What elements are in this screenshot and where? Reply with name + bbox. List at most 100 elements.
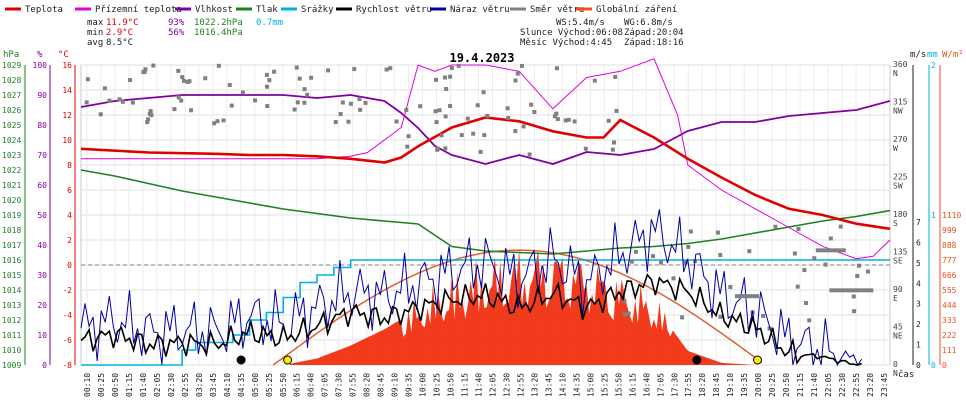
direction-tick-label: E	[893, 294, 898, 303]
wind-direction-point	[515, 71, 520, 76]
wind-direction-point	[554, 66, 559, 71]
pressure-tick-label: 1024	[2, 136, 21, 145]
pressure-tick-label: 1010	[2, 346, 21, 355]
temperature-tick-label: 2	[67, 236, 72, 245]
wind-direction-point	[326, 68, 331, 73]
unit-ms: m/s	[910, 50, 926, 60]
wind-direction-point	[521, 124, 526, 129]
wind-tick-label: 4	[916, 279, 921, 288]
time-tick-label: 14:10	[558, 373, 567, 397]
time-tick-label: 04:10	[223, 373, 232, 397]
wind-speed-line	[80, 273, 862, 366]
time-tick-label: 19:35	[740, 373, 749, 397]
time-tick-label: 11:15	[461, 373, 470, 397]
stat-ws: WS:5.4m/s	[556, 18, 605, 28]
direction-tick-label: 315	[893, 98, 908, 107]
wind-direction-point	[176, 95, 181, 100]
wind-direction-point	[718, 252, 723, 257]
pressure-tick-label: 1022	[2, 166, 21, 175]
wind-direction-point	[747, 249, 752, 254]
wind-direction-point	[418, 104, 423, 109]
time-tick-label: 02:30	[167, 373, 176, 397]
time-tick-label: 12:55	[516, 373, 525, 397]
wind-direction-point	[346, 119, 351, 124]
wind-direction-point	[767, 326, 772, 331]
time-tick-label: 03:45	[209, 373, 218, 397]
pressure-tick-label: 1026	[2, 106, 21, 115]
time-tick-label: 13:45	[544, 373, 553, 397]
wind-direction-point	[297, 76, 302, 81]
wind-direction-point	[302, 87, 307, 92]
wind-direction-point	[443, 114, 448, 119]
stat-sun: Slunce Východ:06:08	[520, 28, 623, 38]
wind-direction-point	[442, 75, 447, 80]
rain-tick-label: 0	[931, 361, 936, 370]
legend: Teplota Přízemní teplota Vlhkost Tlak Srážky…	[5, 5, 677, 15]
time-tick-label: 22:05	[824, 373, 833, 397]
wind-direction-point	[358, 107, 363, 112]
wind-direction-point	[614, 108, 619, 113]
pressure-tick-label: 1021	[2, 181, 21, 190]
stat-min-temp: 2.9°C	[106, 28, 133, 38]
wind-direction-point	[449, 66, 454, 71]
direction-tick-label: S	[893, 219, 898, 228]
humidity-tick-label: 40	[37, 241, 47, 250]
time-tick-label: 16:40	[642, 373, 651, 397]
wind-direction-point	[659, 260, 664, 265]
direction-tick-label: 0	[893, 360, 898, 369]
wind-direction-point	[352, 67, 357, 72]
wind-direction-point	[626, 311, 631, 316]
time-tick-label: 23:20	[866, 373, 875, 397]
pressure-tick-label: 1015	[2, 271, 21, 280]
moonrise-marker	[236, 355, 246, 365]
wind-direction-point	[98, 112, 103, 117]
time-tick-label: 21:40	[810, 373, 819, 397]
stat-max-temp: 11.9°C	[106, 18, 139, 28]
wind-direction-point	[240, 90, 245, 95]
wind-direction-point	[141, 69, 146, 74]
wind-direction-point	[555, 117, 560, 122]
wind-direction-point	[340, 100, 345, 105]
direction-tick-label: 225	[893, 173, 908, 182]
wind-direction-point	[102, 86, 107, 91]
wind-direction-point	[348, 101, 353, 106]
pressure-tick-label: 1028	[2, 76, 21, 85]
wind-direction-point	[117, 97, 122, 102]
wind-direction-point	[180, 75, 185, 80]
time-tick-label: 23:45	[880, 373, 889, 397]
legend-label: Rychlost větru	[356, 5, 432, 15]
radiation-tick-label: 777	[942, 256, 957, 265]
stat-min-label: min	[87, 28, 103, 38]
wind-direction-point	[622, 299, 627, 304]
temperature-tick-label: 8	[67, 161, 72, 170]
humidity-tick-label: 50	[37, 211, 47, 220]
time-tick-label: 06:40	[307, 373, 316, 397]
wind-direction-point	[622, 312, 627, 317]
legend-label: Přízemní teplota	[95, 5, 182, 15]
time-tick-label: 17:05	[656, 373, 665, 397]
wind-direction-point	[459, 133, 464, 138]
stat-max-label: max	[87, 18, 104, 28]
pressure-tick-label: 1012	[2, 316, 21, 325]
wind-direction-point	[471, 131, 476, 136]
time-tick-label: 11:40	[475, 373, 484, 397]
wind-direction-point	[566, 117, 571, 122]
time-tick-label: 07:55	[349, 373, 358, 397]
pressure-tick-label: 1027	[2, 91, 21, 100]
time-tick-label: 08:45	[377, 373, 386, 397]
wind-direction-point	[465, 116, 470, 121]
wind-direction-point	[305, 92, 310, 97]
radiation-tick-label: 444	[942, 301, 957, 310]
time-tick-label: 17:30	[670, 373, 679, 397]
wind-direction-point	[120, 99, 125, 104]
humidity-tick-label: 20	[37, 301, 47, 310]
time-tick-label: 00:10	[83, 373, 92, 397]
humidity-tick-label: 0	[42, 361, 47, 370]
wind-direction-point	[435, 146, 440, 151]
legend-label: Tlak	[256, 5, 278, 15]
time-tick-label: 07:05	[321, 373, 330, 397]
time-tick-label: 10:00	[419, 373, 428, 397]
pressure-tick-label: 1017	[2, 241, 21, 250]
right-axes: 360N315NW270W225SW180S135SE90E45NE0N7654…	[893, 60, 961, 378]
rain-line	[81, 259, 890, 366]
